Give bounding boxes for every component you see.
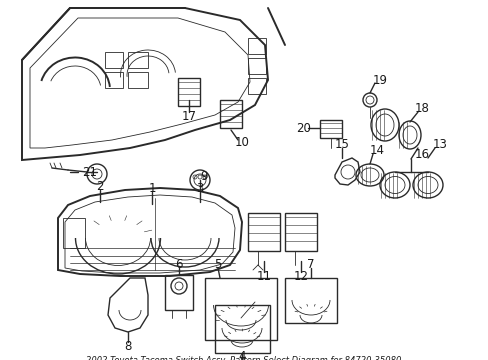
Text: 10: 10 — [234, 135, 249, 148]
Bar — [215, 305, 269, 353]
Bar — [247, 78, 265, 94]
Bar — [178, 78, 200, 106]
Text: 1: 1 — [148, 181, 156, 194]
Bar — [247, 213, 280, 251]
Text: 11: 11 — [256, 270, 271, 283]
Text: 16: 16 — [414, 148, 428, 162]
Text: 4: 4 — [238, 350, 245, 360]
Bar — [63, 218, 85, 248]
Text: 13: 13 — [432, 139, 447, 152]
Bar — [105, 52, 123, 68]
Bar — [128, 72, 148, 88]
Text: 18: 18 — [414, 102, 428, 114]
Text: 6: 6 — [175, 257, 183, 270]
Text: 5: 5 — [214, 257, 221, 270]
Text: 9: 9 — [200, 170, 207, 183]
Text: 15: 15 — [334, 138, 349, 150]
Bar — [220, 100, 242, 128]
Text: 8: 8 — [124, 339, 131, 352]
Text: 20: 20 — [296, 122, 311, 135]
Text: 12: 12 — [293, 270, 308, 283]
Text: 2002 Toyota Tacoma Switch Assy, Pattern Select Diagram for 84720-35080: 2002 Toyota Tacoma Switch Assy, Pattern … — [86, 356, 401, 360]
Text: 19: 19 — [372, 73, 386, 86]
Bar — [285, 278, 336, 323]
Bar — [247, 38, 265, 54]
Text: 2: 2 — [96, 180, 103, 193]
Text: 14: 14 — [369, 144, 384, 158]
Bar — [164, 275, 193, 310]
Bar — [247, 58, 265, 74]
Bar — [285, 213, 316, 251]
Text: 7: 7 — [306, 257, 314, 270]
Text: 3: 3 — [196, 181, 203, 194]
Bar — [105, 72, 123, 88]
Text: 21: 21 — [82, 166, 97, 179]
Bar — [319, 120, 341, 138]
Text: 17: 17 — [181, 109, 196, 122]
Bar — [128, 52, 148, 68]
Bar — [204, 278, 276, 340]
